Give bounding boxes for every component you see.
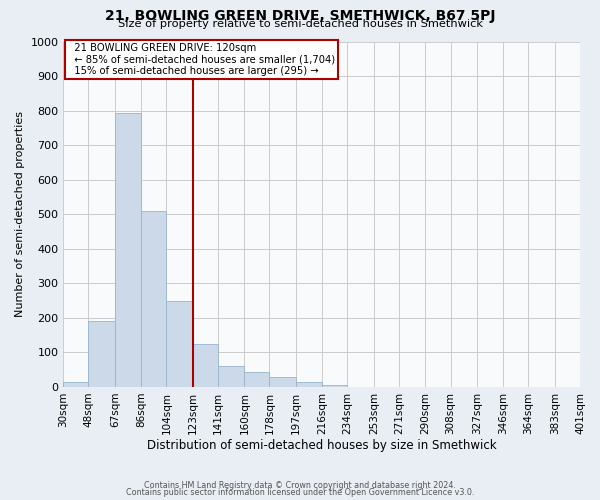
X-axis label: Distribution of semi-detached houses by size in Smethwick: Distribution of semi-detached houses by … <box>147 440 497 452</box>
Bar <box>269 376 296 387</box>
Text: Size of property relative to semi-detached houses in Smethwick: Size of property relative to semi-detach… <box>118 19 482 29</box>
Bar <box>193 344 218 387</box>
Bar <box>244 372 269 387</box>
Bar <box>115 114 142 387</box>
Text: Contains public sector information licensed under the Open Government Licence v3: Contains public sector information licen… <box>126 488 474 497</box>
Bar <box>296 382 322 387</box>
Text: 21 BOWLING GREEN DRIVE: 120sqm
  ← 85% of semi-detached houses are smaller (1,70: 21 BOWLING GREEN DRIVE: 120sqm ← 85% of … <box>68 42 335 76</box>
Text: 21, BOWLING GREEN DRIVE, SMETHWICK, B67 5PJ: 21, BOWLING GREEN DRIVE, SMETHWICK, B67 … <box>105 9 495 23</box>
Bar <box>88 320 115 387</box>
Bar <box>142 211 166 387</box>
Y-axis label: Number of semi-detached properties: Number of semi-detached properties <box>15 111 25 317</box>
Bar <box>166 300 193 387</box>
Bar <box>64 382 88 387</box>
Bar <box>322 384 347 387</box>
Bar <box>218 366 244 387</box>
Text: Contains HM Land Registry data © Crown copyright and database right 2024.: Contains HM Land Registry data © Crown c… <box>144 481 456 490</box>
